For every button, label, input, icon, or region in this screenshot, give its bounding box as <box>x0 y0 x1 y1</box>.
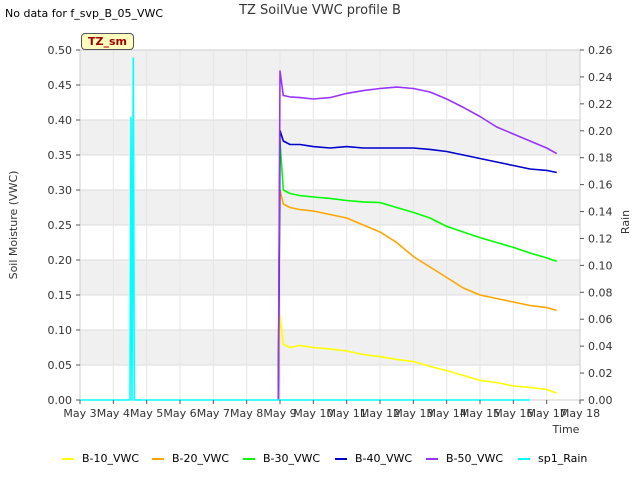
y-tick-label: 0.15 <box>48 289 73 302</box>
series-line-sp1-rain <box>80 57 530 401</box>
x-tick-label: May 3 <box>63 407 96 420</box>
series-line-b-40-vwc <box>277 129 557 401</box>
site-badge: TZ_sm <box>81 33 134 50</box>
series-line-b-50-vwc <box>277 70 558 401</box>
x-tick-label: May 9 <box>263 407 296 420</box>
y2-tick-label: 0.02 <box>588 367 613 380</box>
y-tick-label: 0.10 <box>48 324 73 337</box>
y-axis-label: Soil Moisture (VWC) <box>7 171 20 280</box>
legend-swatch <box>152 457 164 460</box>
x-tick-label: May 15 <box>460 407 500 420</box>
grid-band <box>80 260 580 295</box>
series-layer <box>80 57 558 401</box>
legend-swatch <box>518 457 530 460</box>
x-tick-label: May 12 <box>360 407 400 420</box>
y-tick-label: 0.05 <box>48 359 73 372</box>
x-tick-label: May 14 <box>427 407 467 420</box>
x-tick-label: May 10 <box>293 407 333 420</box>
plot-bands <box>79 49 581 401</box>
legend: B-10_VWC B-20_VWC B-30_VWC B-40_VWC B-50_VWC… <box>0 452 640 470</box>
legend-item: B-20_VWC <box>152 452 229 465</box>
grid-band <box>80 120 580 155</box>
legend-item: B-50_VWC <box>426 452 503 465</box>
x-tick-label: May 13 <box>393 407 433 420</box>
x-axis-label: Time <box>552 423 580 436</box>
y2-tick-label: 0.16 <box>588 179 613 192</box>
legend-swatch <box>335 457 347 460</box>
x-tick-label: May 18 <box>560 407 600 420</box>
y2-tick-label: 0.18 <box>588 152 613 165</box>
legend-swatch <box>62 457 74 460</box>
y-tick-label: 0.45 <box>48 79 73 92</box>
x-tick-label: May 17 <box>527 407 567 420</box>
y2-axis-label: Rain <box>619 210 632 234</box>
y2-tick-label: 0.12 <box>588 232 613 245</box>
y2-tick-label: 0.04 <box>588 340 613 353</box>
x-tick-label: May 7 <box>197 407 230 420</box>
series-line-b-30-vwc <box>277 140 557 401</box>
y2-tick-label: 0.20 <box>588 125 613 138</box>
no-data-note: No data for f_svp_B_05_VWC <box>5 7 164 20</box>
grid-band <box>80 190 580 225</box>
y2-tick-label: 0.00 <box>588 394 613 407</box>
y-tick-label: 0.25 <box>48 219 73 232</box>
y-tick-label: 0.50 <box>48 44 73 57</box>
x-tick-label: May 11 <box>327 407 367 420</box>
legend-label: B-10_VWC <box>82 452 140 465</box>
y2-tick-label: 0.06 <box>588 313 613 326</box>
legend-swatch <box>243 457 255 460</box>
grid-band <box>80 330 580 365</box>
y-tick-label: 0.00 <box>48 394 73 407</box>
y-tick-label: 0.30 <box>48 184 73 197</box>
y2-tick-label: 0.14 <box>588 206 613 219</box>
legend-label: B-20_VWC <box>172 452 230 465</box>
x-tick-label: May 4 <box>97 407 130 420</box>
legend-item: sp1_Rain <box>518 452 587 465</box>
y-tick-label: 0.35 <box>48 149 73 162</box>
y2-tick-label: 0.22 <box>588 98 613 111</box>
legend-label: B-50_VWC <box>446 452 504 465</box>
series-line-b-20-vwc <box>277 189 557 401</box>
legend-item: B-10_VWC <box>62 452 139 465</box>
y2-tick-label: 0.26 <box>588 44 613 57</box>
legend-label: sp1_Rain <box>538 452 588 465</box>
y-tick-label: 0.20 <box>48 254 73 267</box>
x-tick-label: May 8 <box>230 407 263 420</box>
series-line-b-10-vwc <box>277 315 557 401</box>
chart-title: TZ SoilVue VWC profile B <box>239 3 401 18</box>
axes-layer: 0.00 0.05 0.10 0.15 0.20 0.25 0.30 0.35 0.40 0.45… <box>48 44 613 420</box>
x-tick-label: May 6 <box>163 407 196 420</box>
y-tick-label: 0.40 <box>48 114 73 127</box>
y2-tick-label: 0.08 <box>588 286 613 299</box>
legend-item: B-30_VWC <box>243 452 320 465</box>
legend-label: B-30_VWC <box>263 452 321 465</box>
x-tick-label: May 16 <box>493 407 533 420</box>
y2-tick-label: 0.24 <box>588 71 613 84</box>
x-tick-label: May 5 <box>130 407 163 420</box>
grid-band <box>80 50 580 85</box>
legend-swatch <box>426 457 438 460</box>
y2-tick-label: 0.10 <box>588 259 613 272</box>
legend-item: B-40_VWC <box>335 452 412 465</box>
legend-label: B-40_VWC <box>355 452 413 465</box>
